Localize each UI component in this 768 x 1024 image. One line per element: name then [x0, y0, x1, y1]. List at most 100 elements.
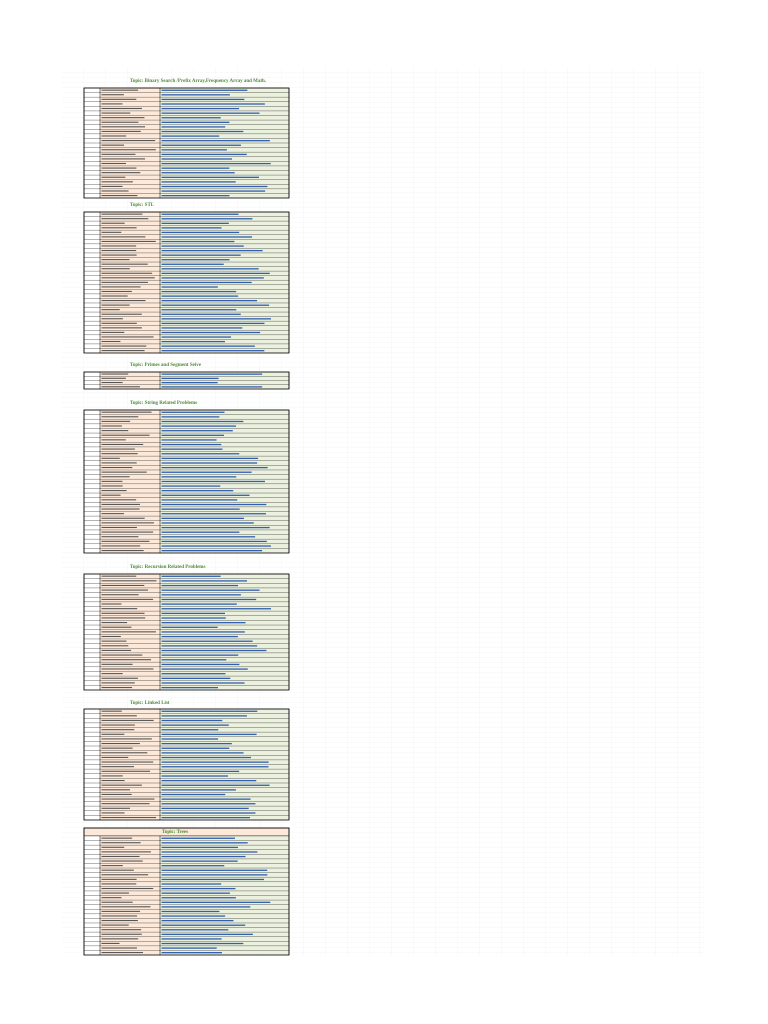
cell-text: [101, 162, 126, 165]
cell-link: [161, 673, 226, 675]
cell-text: [101, 350, 145, 352]
cell-text: [101, 816, 157, 819]
cell-link: [161, 631, 245, 633]
cell-text: [101, 513, 125, 515]
cell-text: [101, 622, 128, 624]
cell-text: [101, 860, 143, 862]
cell-text: [101, 733, 125, 735]
cell-text: [101, 103, 123, 105]
cell-text: [101, 490, 127, 492]
cell-text: [101, 522, 154, 524]
cell-link: [161, 281, 252, 284]
cell-link: [161, 322, 265, 325]
cell-text: [101, 842, 141, 844]
cell-text: [101, 286, 141, 288]
cell-text: [101, 663, 133, 665]
cell-text: [101, 812, 125, 814]
cell-text: [101, 340, 121, 343]
cell-text: [101, 386, 140, 388]
cell-link: [161, 218, 253, 220]
cell-link: [161, 222, 229, 224]
cell-text: [101, 645, 129, 647]
cell-text: [101, 222, 125, 224]
cell-link: [161, 952, 222, 954]
cell-link: [161, 887, 236, 890]
cell-text: [101, 485, 123, 487]
cell-text: [101, 608, 138, 610]
cell-link: [161, 277, 264, 279]
cell-link: [161, 513, 266, 515]
cell-link: [161, 158, 232, 160]
cell-text: [101, 185, 123, 187]
cell-text: [101, 231, 122, 233]
cell-link: [161, 350, 265, 352]
cell-link: [161, 789, 236, 791]
cell-text: [101, 531, 154, 533]
cell-link: [161, 724, 229, 726]
cell-link: [161, 89, 248, 91]
cell-link: [161, 499, 238, 501]
cell-text: [101, 300, 146, 302]
section-title: Topic: Primes and Segment Seive: [130, 363, 202, 368]
cell-link: [161, 846, 238, 849]
cell-text: [101, 218, 149, 220]
cell-link: [161, 677, 231, 680]
cell-link: [161, 878, 265, 881]
cell-text: [101, 117, 145, 119]
cell-link: [161, 94, 230, 96]
cell-link: [161, 901, 271, 903]
cell-text: [101, 430, 129, 432]
cell-text: [101, 268, 130, 270]
cell-text: [101, 471, 147, 473]
cell-link: [161, 476, 237, 478]
cell-text: [101, 673, 123, 675]
cell-text: [101, 281, 148, 283]
cell-text: [101, 453, 138, 455]
cell-link: [161, 272, 270, 275]
cell-link: [161, 851, 258, 853]
table-border: [83, 827, 290, 956]
cell-link: [161, 659, 227, 661]
cell-link: [161, 608, 271, 610]
cell-text: [101, 575, 137, 577]
cell-text: [101, 245, 137, 247]
section-title: Topic: STL: [130, 203, 155, 208]
cell-link: [161, 172, 235, 174]
cell-text: [101, 910, 141, 912]
cell-text: [101, 887, 154, 890]
cell-link: [161, 603, 237, 605]
cell-link: [161, 340, 225, 343]
cell-link: [161, 140, 270, 142]
cell-text: [101, 710, 122, 712]
cell-link: [161, 897, 236, 899]
tables: Topic: Binary Search /Prefix Array,Frequ…: [83, 79, 290, 956]
cell-link: [161, 98, 245, 101]
cell-link: [161, 309, 237, 311]
cell-link: [161, 259, 230, 261]
cell-text: [101, 803, 150, 805]
cell-text: [101, 304, 130, 306]
cell-text: [101, 915, 138, 917]
cell-text: [101, 919, 138, 922]
cell-link: [161, 117, 221, 119]
cell-text: [101, 901, 133, 903]
cell-text: [101, 277, 155, 279]
cell-link: [161, 803, 256, 805]
cell-text: [101, 503, 141, 505]
cell-text: [101, 892, 129, 894]
cell-link: [161, 766, 269, 768]
number-column: [84, 212, 100, 353]
cell-link: [161, 240, 235, 243]
cell-link: [161, 121, 230, 123]
table-border: [83, 409, 290, 554]
cell-text: [101, 897, 122, 899]
cell-link: [161, 443, 222, 446]
cell-text: [101, 594, 139, 596]
cell-link: [161, 231, 240, 234]
cell-link: [161, 485, 221, 487]
cell-text: [101, 766, 135, 768]
cell-link: [161, 420, 244, 423]
cell-link: [161, 807, 249, 810]
cell-link: [161, 295, 239, 297]
